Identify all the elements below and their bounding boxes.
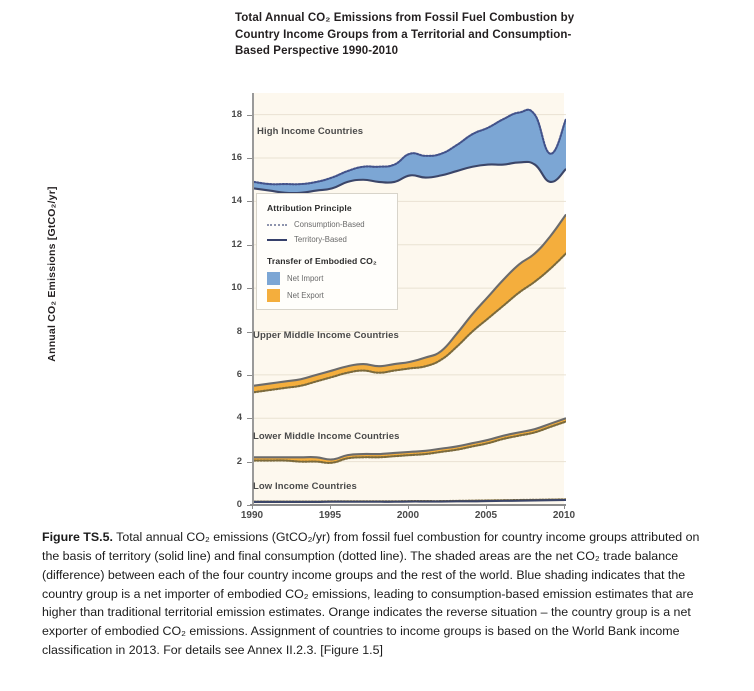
caption-body: Total annual CO₂ emissions (GtCO₂/yr) fr… (42, 530, 700, 658)
legend-item-consumption-based[interactable]: Consumption-Based (267, 218, 365, 231)
y-tick-label: 12 (231, 238, 242, 250)
x-tick-mark (486, 504, 487, 509)
shaded-band-net-export (254, 418, 566, 463)
x-tick-label: 2010 (552, 510, 576, 521)
y-tick-label: 16 (231, 152, 242, 164)
y-tick-label: 10 (231, 282, 242, 294)
legend-heading-attribution: Attribution Principle (267, 203, 352, 213)
solid-line-icon (267, 238, 287, 241)
y-tick-label: 2 (236, 455, 242, 467)
dotted-line-icon (267, 223, 287, 226)
legend-label-net-import: Net Import (287, 274, 324, 283)
series-label-lower-middle-income: Lower Middle Income Countries (253, 431, 400, 442)
line-territory-based (254, 417, 566, 461)
figure-caption: Figure TS.5. Total annual CO₂ emissions … (42, 528, 718, 660)
x-tick-label: 2000 (396, 510, 420, 521)
caption-figure-number: Figure TS.5. (42, 530, 113, 544)
y-tick-mark (247, 418, 252, 420)
chart-title: Total Annual CO₂ Emissions from Fossil F… (235, 12, 575, 58)
line-consumption-based (254, 252, 566, 394)
legend-label-consumption-based: Consumption-Based (294, 220, 365, 229)
x-tick-mark (252, 504, 253, 509)
x-tick-mark (330, 504, 331, 509)
chart-legend: Attribution Principle Consumption-Based … (256, 193, 398, 310)
y-tick-mark (247, 331, 252, 333)
blue-square-icon (267, 272, 280, 285)
y-tick-mark (247, 505, 252, 506)
line-territory-based (254, 160, 566, 195)
y-tick-label: 18 (231, 108, 242, 120)
shaded-band-net-import (254, 109, 566, 194)
x-tick-mark (564, 504, 565, 509)
y-tick-label: 0 (236, 499, 242, 510)
legend-label-net-export: Net Export (287, 291, 324, 300)
legend-heading-transfer: Transfer of Embodied CO₂ (267, 256, 377, 266)
x-tick-label: 2005 (474, 510, 498, 521)
y-tick-label: 6 (236, 368, 242, 380)
y-tick-mark (247, 114, 252, 116)
y-tick-label: 8 (236, 325, 242, 337)
x-tick-label: 1995 (318, 510, 342, 521)
y-tick-mark (247, 461, 252, 463)
y-tick-label: 4 (236, 412, 242, 424)
y-tick-mark (247, 201, 252, 203)
legend-item-net-export[interactable]: Net Export (267, 289, 324, 302)
x-tick-mark (408, 504, 409, 509)
y-tick-label: 14 (231, 195, 242, 207)
series-label-low-income: Low Income Countries (253, 481, 357, 492)
line-territory-based (254, 498, 566, 504)
orange-square-icon (267, 289, 280, 302)
x-tick-label: 1990 (240, 510, 264, 521)
series-label-upper-middle-income: Upper Middle Income Countries (253, 330, 399, 341)
y-tick-mark (247, 158, 252, 160)
legend-label-territory-based: Territory-Based (294, 235, 347, 244)
line-consumption-based (254, 420, 566, 464)
legend-item-territory-based[interactable]: Territory-Based (267, 233, 347, 246)
line-territory-based (254, 213, 566, 387)
legend-item-net-import[interactable]: Net Import (267, 272, 323, 285)
y-axis-title: Annual CO₂ Emissions [GtCO₂/yr] (46, 186, 58, 362)
chart-canvas (254, 108, 566, 504)
y-tick-mark (247, 288, 252, 290)
y-tick-mark (247, 374, 252, 376)
shaded-band-net-export (254, 214, 566, 393)
line-consumption-based (254, 108, 566, 186)
y-tick-mark (247, 244, 252, 246)
series-label-high-income: High Income Countries (257, 126, 364, 137)
